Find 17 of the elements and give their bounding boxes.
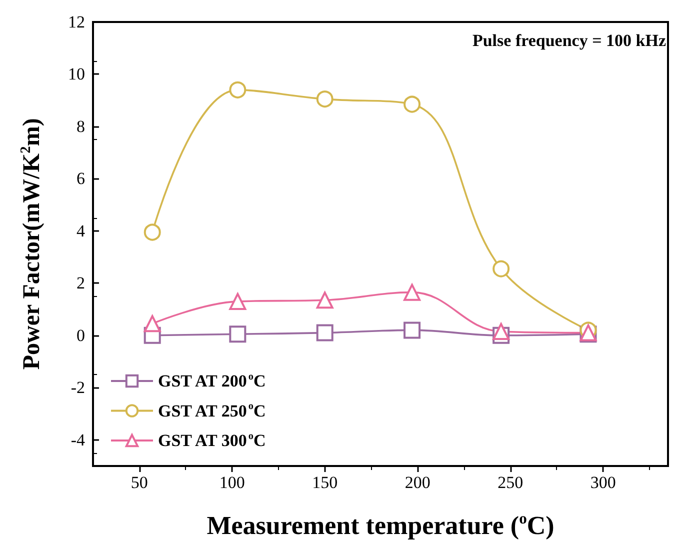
- y-tick-label: 10: [68, 64, 85, 84]
- y-tick-label: 8: [76, 116, 85, 136]
- x-tick-label: 200: [404, 473, 430, 492]
- y-tick-label: 6: [76, 169, 85, 188]
- y-tick-label: 0: [76, 326, 85, 345]
- y-tick-label: 4: [76, 221, 86, 240]
- y-tick-label: -2: [70, 378, 85, 398]
- x-tick-label: 100: [219, 473, 245, 492]
- y-tick-label: 2: [76, 274, 85, 293]
- annotation: Pulse frequency = 100 kHz: [472, 31, 666, 50]
- x-tick-label: 300: [590, 473, 616, 492]
- x-tick-label: 50: [130, 473, 148, 492]
- y-tick-label: -4: [70, 430, 86, 450]
- x-tick-label: 150: [312, 473, 338, 492]
- y-axis-title: Power Factor(mW/K2m): [18, 118, 45, 370]
- y-tick-label: 12: [68, 12, 85, 32]
- x-tick-label: 250: [498, 473, 524, 492]
